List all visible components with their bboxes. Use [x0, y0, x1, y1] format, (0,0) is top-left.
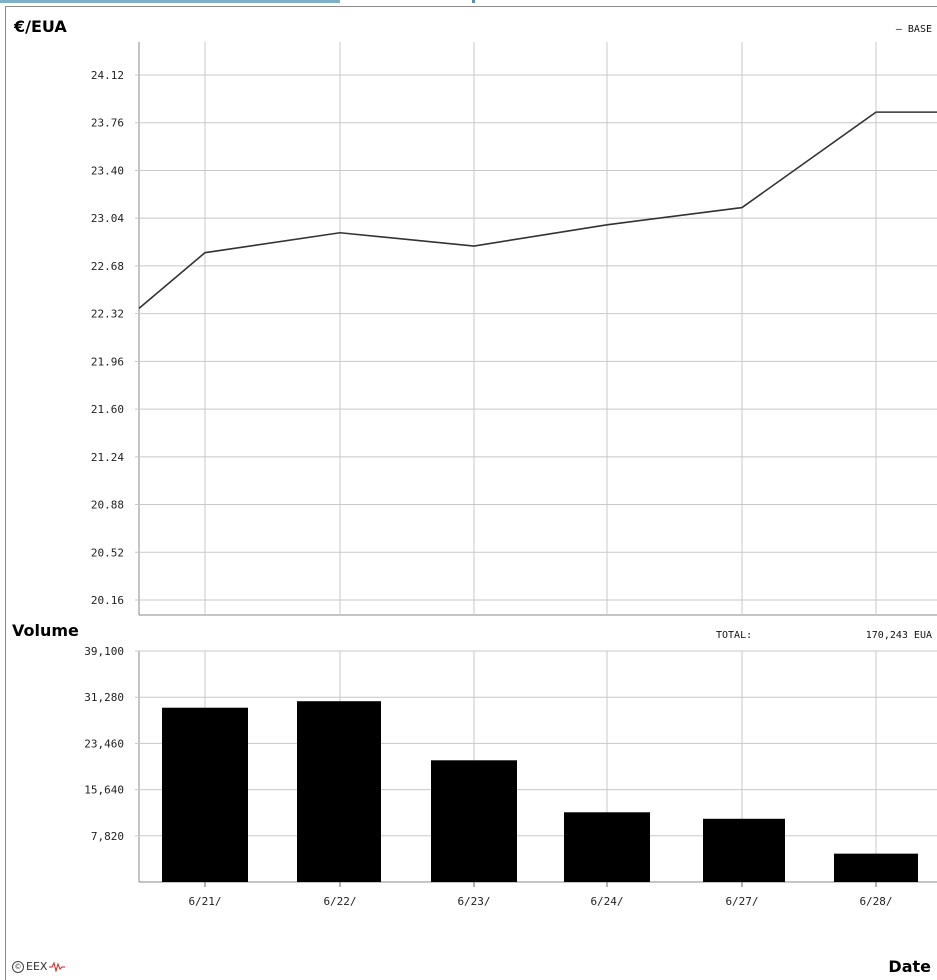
price-y-tick-label: 23.04 [91, 212, 124, 225]
volume-axis-label: Volume [12, 621, 79, 640]
x-tick-label: 6/21/ [188, 895, 221, 908]
volume-bar [834, 853, 918, 882]
top-accent-mark [472, 0, 475, 3]
x-tick-label: 6/27/ [725, 895, 758, 908]
volume-y-tick-label: 39,100 [84, 645, 124, 658]
total-value: 170,243 EUA [866, 630, 932, 641]
x-tick-label: 6/23/ [457, 895, 490, 908]
volume-y-tick-label: 31,280 [84, 691, 124, 704]
price-y-tick-label: 21.24 [91, 451, 124, 464]
x-tick-label: 6/22/ [323, 895, 356, 908]
price-y-tick-label: 20.52 [91, 546, 124, 559]
volume-bars [162, 701, 918, 882]
x-axis-label: Date [888, 957, 931, 976]
x-ticks: 6/21/6/22/6/23/6/24/6/27/6/28/ [188, 882, 893, 908]
volume-y-tick-label: 23,460 [84, 737, 124, 750]
price-y-tick-label: 22.68 [91, 260, 124, 273]
volume-grid [135, 650, 937, 883]
volume-y-ticks: 39,100 31,280 23,460 15,640 7,820 [84, 645, 124, 843]
volume-bar [162, 707, 248, 882]
price-y-ticks: 24.12 23.76 23.40 23.04 22.68 22.32 21.96 21.60… [91, 69, 124, 607]
price-axis-label: €/EUA [13, 17, 67, 36]
volume-bar [297, 701, 381, 882]
price-y-tick-label: 22.32 [91, 308, 124, 321]
top-accent-bar [0, 0, 340, 3]
price-y-tick-label: 21.96 [91, 355, 124, 368]
volume-bar [564, 812, 650, 882]
x-tick-label: 6/28/ [859, 895, 892, 908]
price-grid [135, 42, 937, 616]
volume-bar [431, 760, 517, 882]
price-line-base [138, 111, 937, 309]
price-y-tick-label: 21.60 [91, 403, 124, 416]
legend-base: — BASE [896, 24, 932, 35]
copyright-icon: © [12, 960, 24, 973]
volume-y-tick-label: 7,820 [91, 830, 124, 843]
price-y-tick-label: 23.76 [91, 117, 124, 130]
price-series [138, 111, 937, 309]
price-y-tick-label: 23.40 [91, 164, 124, 177]
price-y-tick-label: 20.88 [91, 499, 124, 512]
chart-frame [5, 6, 937, 980]
price-y-tick-label: 24.12 [91, 69, 124, 82]
pulse-icon [49, 961, 66, 972]
volume-bar [703, 818, 785, 882]
eex-logo: © EEX [12, 960, 66, 973]
price-y-tick-label: 20.16 [91, 594, 124, 607]
volume-y-tick-label: 15,640 [84, 784, 124, 797]
logo-text: EEX [26, 960, 48, 973]
x-tick-label: 6/24/ [590, 895, 623, 908]
total-label: TOTAL: [716, 630, 752, 641]
